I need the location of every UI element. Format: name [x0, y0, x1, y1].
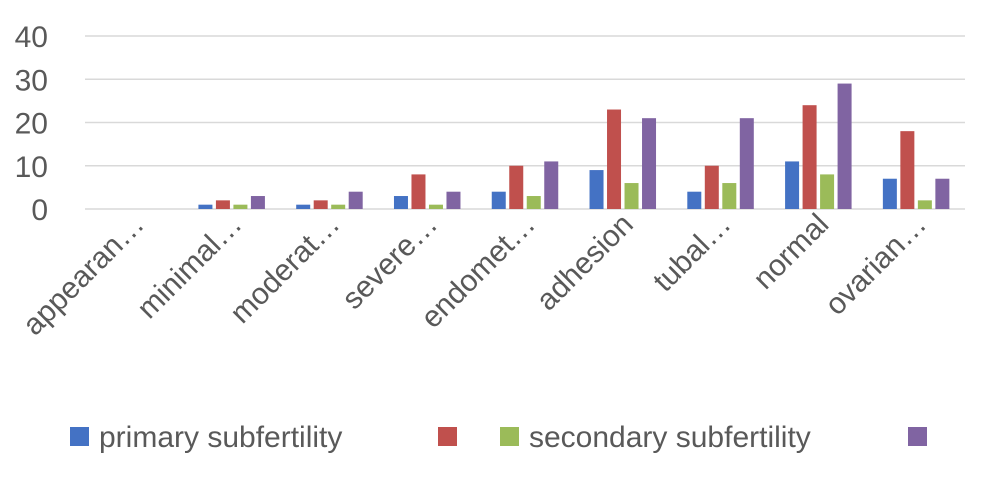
- bar: [348, 191, 363, 209]
- bar: [837, 83, 852, 209]
- bar: [704, 165, 719, 209]
- bar: [785, 161, 800, 209]
- bar: [900, 131, 915, 209]
- bar: [882, 178, 897, 209]
- legend: primary subfertility secondary subfertili…: [70, 421, 927, 454]
- bar: [509, 165, 524, 209]
- bar: [739, 118, 754, 209]
- x-category-label: adhesion: [530, 208, 639, 317]
- bar: [198, 204, 213, 209]
- legend-swatch: [500, 427, 519, 446]
- bar: [624, 183, 639, 209]
- y-tick-label: 40: [15, 21, 48, 54]
- bar: [250, 196, 265, 209]
- bar: [687, 191, 702, 209]
- legend-swatch: [438, 427, 457, 446]
- x-category-label: ovarian…: [819, 208, 933, 322]
- y-tick-label: 10: [15, 151, 48, 184]
- bar: [722, 183, 737, 209]
- bar: [935, 178, 950, 209]
- x-category-label: normal: [747, 208, 835, 296]
- y-tick-label: 30: [15, 64, 48, 97]
- bar: [917, 200, 932, 209]
- gridlines: [85, 35, 965, 210]
- bar: [446, 191, 461, 209]
- bar: [607, 109, 622, 209]
- x-category-label: appearan…: [17, 208, 151, 342]
- bar: [820, 174, 835, 209]
- bar: [544, 161, 559, 209]
- x-axis-category-labels: appearan…minimal…moderat…severe…endomet……: [17, 208, 933, 342]
- bar: [331, 204, 346, 209]
- y-axis-tick-labels: 0 10 20 30 40: [15, 21, 48, 227]
- y-tick-label: 0: [31, 194, 48, 227]
- bar: [802, 105, 817, 209]
- bar: [313, 200, 328, 209]
- bar: [526, 196, 541, 209]
- bar: [296, 204, 311, 209]
- bar: [393, 196, 408, 209]
- bar: [233, 204, 248, 209]
- legend-label: secondary subfertility: [529, 421, 811, 454]
- bar: [215, 200, 230, 209]
- bar: [428, 204, 443, 209]
- x-category-label: tubal…: [647, 208, 738, 299]
- bar: [491, 191, 506, 209]
- legend-swatch: [70, 427, 89, 446]
- bar: [411, 174, 426, 209]
- y-tick-label: 20: [15, 108, 48, 141]
- bar: [642, 118, 657, 209]
- legend-label: primary subfertility: [99, 421, 342, 454]
- bar: [589, 170, 604, 209]
- bars: [198, 83, 950, 209]
- legend-swatch: [908, 427, 927, 446]
